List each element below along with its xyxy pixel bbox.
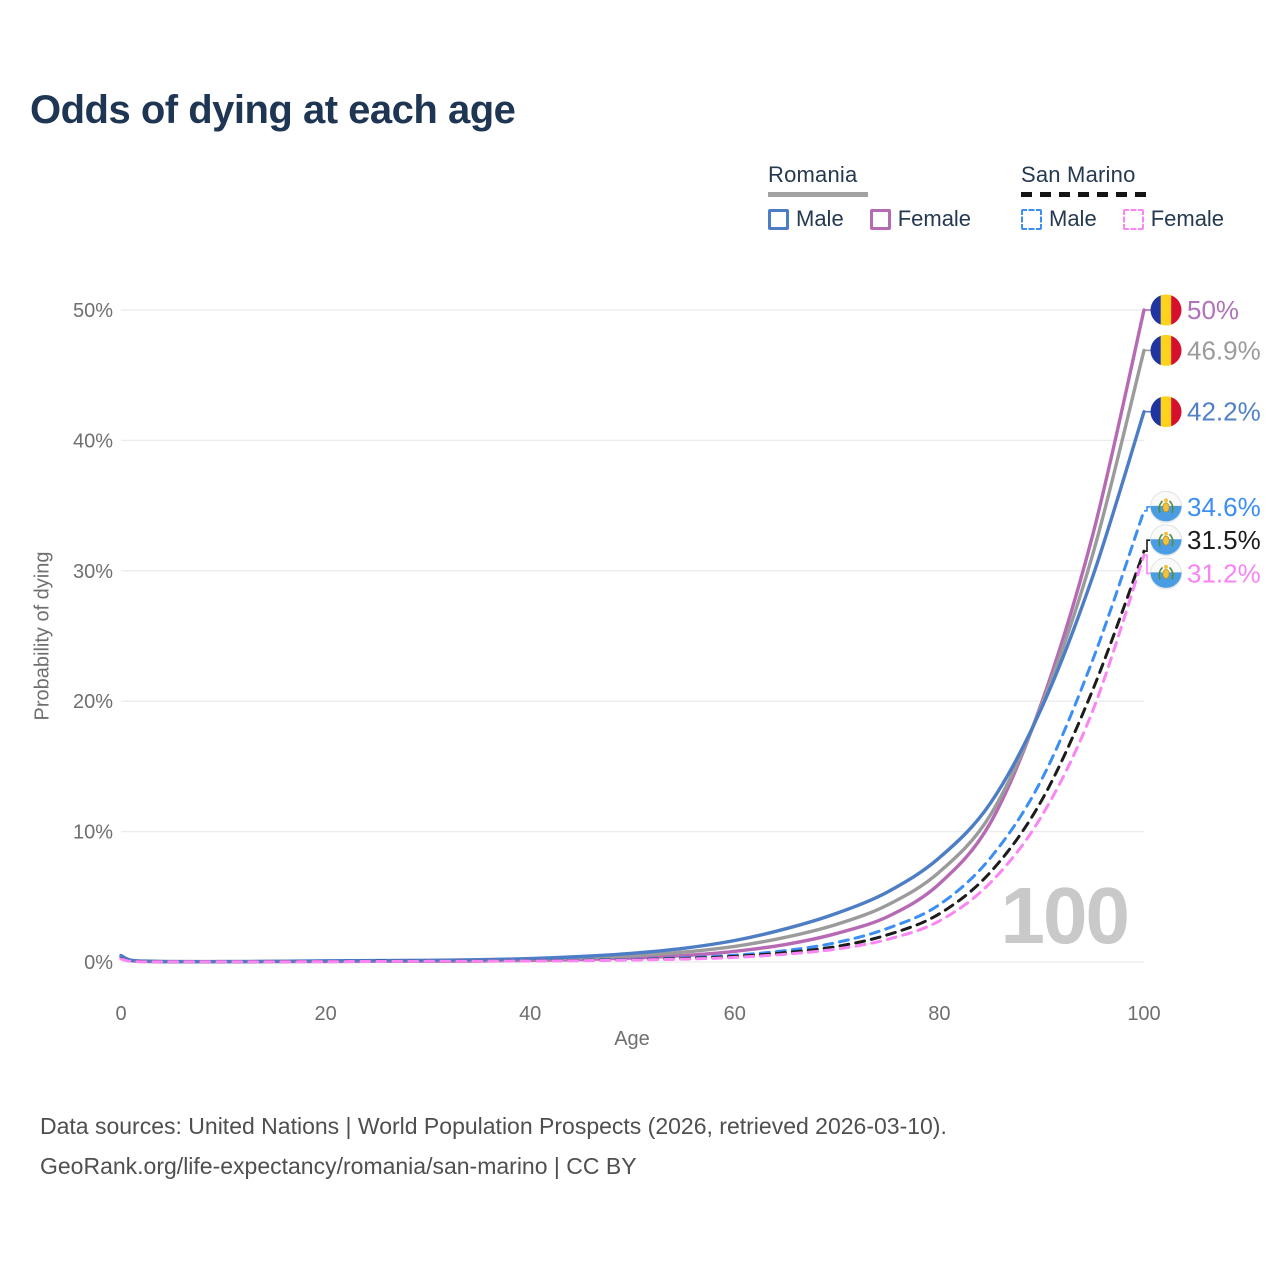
x-tick-label: 40 xyxy=(519,1003,541,1025)
emblem-tower xyxy=(1162,535,1170,546)
emblem-wreath xyxy=(1168,566,1174,580)
san-marino-flag-icon xyxy=(1150,557,1182,590)
legend-label-romania-male: Male xyxy=(796,206,844,231)
san-marino-male-checkbox[interactable] xyxy=(1021,208,1042,230)
x-tick-label: 80 xyxy=(928,1003,950,1025)
y-tick-label: 50% xyxy=(73,300,113,322)
emblem-crown xyxy=(1164,498,1168,503)
y-tick-label: 30% xyxy=(73,561,113,583)
emblem-crown xyxy=(1164,531,1168,536)
flag-bottom xyxy=(1150,539,1182,555)
x-axis-title: Age xyxy=(614,1028,650,1050)
flag-stripe xyxy=(1160,396,1172,428)
san-marino-female-checkbox[interactable] xyxy=(1122,208,1144,230)
flag-stripe xyxy=(1171,396,1182,428)
label-connector xyxy=(1144,539,1151,552)
end-label-romania-both-sexes: 46.9% xyxy=(1150,334,1261,366)
emblem-crown xyxy=(1164,564,1168,569)
legend-item-san-marino-female[interactable]: Female xyxy=(1122,206,1225,232)
legend-group-romania: Romania Male Female xyxy=(768,162,971,232)
y-tick-label: 0% xyxy=(84,952,113,974)
romania-flag-icon xyxy=(1150,294,1182,326)
legend-label-romania-female: Female xyxy=(897,206,972,231)
footer-attribution: GeoRank.org/life-expectancy/romania/san-… xyxy=(40,1153,637,1179)
emblem-wreath xyxy=(1168,533,1174,547)
legend-label-san-marino-female: Female xyxy=(1150,206,1225,231)
flag-stripe xyxy=(1160,294,1172,326)
x-tick-label: 60 xyxy=(724,1003,746,1025)
end-label-value-san-marino-male: 34.6% xyxy=(1187,492,1261,522)
y-tick-label: 40% xyxy=(73,430,113,452)
legend-row-romania: Male Female xyxy=(768,206,971,232)
san-marino-dashed-line-swatch xyxy=(1021,192,1151,197)
romania-male-checkbox[interactable] xyxy=(768,208,789,230)
end-label-value-romania-both-sexes: 46.9% xyxy=(1187,335,1261,365)
romania-flag-icon xyxy=(1150,396,1182,428)
label-connector xyxy=(1144,554,1151,575)
y-axis-title: Probability of dying xyxy=(31,551,54,721)
flag-stripe xyxy=(1150,334,1161,366)
series-line-san-marino-male xyxy=(119,509,1146,964)
romania-solid-line-swatch xyxy=(768,192,868,197)
legend-country-romania: Romania xyxy=(768,162,858,187)
age-counter-watermark: 100 xyxy=(1000,871,1130,960)
end-label-value-san-marino-both-sexes: 31.5% xyxy=(1187,525,1261,555)
romania-female-checkbox[interactable] xyxy=(869,208,891,230)
emblem-wreath xyxy=(1158,500,1164,514)
legend-item-romania-female[interactable]: Female xyxy=(869,206,972,232)
series-line-san-marino-both-sexes xyxy=(119,549,1146,964)
x-tick-label: 0 xyxy=(115,1003,126,1025)
romania-flag-icon xyxy=(1150,334,1182,366)
series-line-romania-female xyxy=(119,308,1146,964)
end-label-san-marino-male: 34.6% xyxy=(1150,490,1261,523)
series-line-romania-male xyxy=(119,410,1146,964)
flag-stripe xyxy=(1171,334,1182,366)
series-line-romania-both-sexes xyxy=(119,348,1146,964)
emblem-tower xyxy=(1162,569,1170,579)
end-label-san-marino-both-sexes: 31.5% xyxy=(1150,524,1261,557)
y-tick-label: 20% xyxy=(73,691,113,713)
flag-stripe xyxy=(1150,396,1161,428)
flag-stripe xyxy=(1150,294,1161,326)
page-title: Odds of dying at each age xyxy=(30,88,516,132)
legend-group-san-marino: San Marino Male Female xyxy=(1021,162,1224,232)
emblem-wreath xyxy=(1168,500,1174,514)
flag-stripe xyxy=(1160,334,1172,366)
x-tick-label: 100 xyxy=(1127,1003,1160,1025)
flag-bottom xyxy=(1150,505,1182,522)
legend-item-romania-male[interactable]: Male xyxy=(768,206,844,232)
footer: Data sources: United Nations | World Pop… xyxy=(40,1106,947,1186)
legend-row-san-marino: Male Female xyxy=(1021,206,1224,232)
san-marino-flag-icon xyxy=(1150,524,1182,557)
flag-stripe xyxy=(1171,294,1182,326)
end-label-value-romania-female: 50% xyxy=(1187,295,1239,325)
end-label-value-romania-male: 42.2% xyxy=(1187,397,1261,427)
flag-bottom xyxy=(1150,572,1182,588)
san-marino-flag-icon xyxy=(1150,490,1182,523)
end-label-romania-female: 50% xyxy=(1150,294,1239,326)
x-tick-label: 20 xyxy=(314,1003,336,1025)
end-label-san-marino-female: 31.2% xyxy=(1150,557,1261,590)
footer-data-sources: Data sources: United Nations | World Pop… xyxy=(40,1113,947,1139)
end-label-romania-male: 42.2% xyxy=(1150,396,1261,428)
legend-item-san-marino-male[interactable]: Male xyxy=(1021,206,1097,232)
label-connector xyxy=(1144,506,1151,512)
y-tick-label: 10% xyxy=(73,822,113,844)
emblem-tower xyxy=(1162,502,1170,513)
emblem-wreath xyxy=(1158,533,1164,547)
end-label-value-san-marino-female: 31.2% xyxy=(1187,558,1261,588)
legend-country-san-marino: San Marino xyxy=(1021,162,1136,187)
series-line-san-marino-female xyxy=(119,553,1146,964)
emblem-wreath xyxy=(1158,566,1164,580)
legend-label-san-marino-male: Male xyxy=(1049,206,1097,231)
